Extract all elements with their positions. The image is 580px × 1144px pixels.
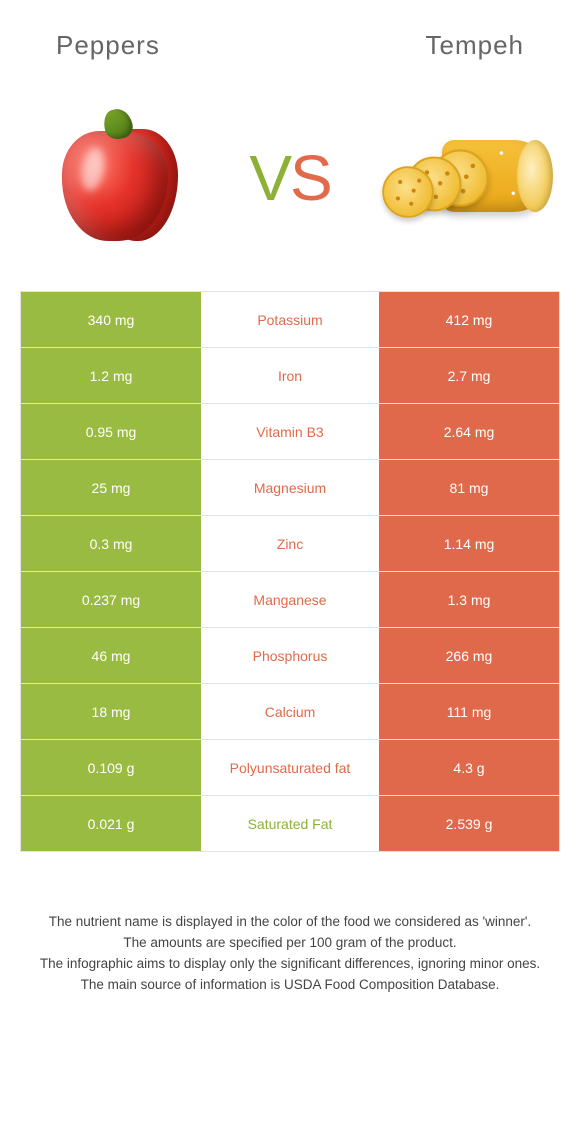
- nutrient-name: Zinc: [201, 516, 379, 571]
- vs-label: VS: [249, 141, 330, 215]
- nutrient-right-value: 2.64 mg: [379, 404, 559, 459]
- nutrient-left-value: 0.3 mg: [21, 516, 201, 571]
- nutrient-left-value: 46 mg: [21, 628, 201, 683]
- nutrient-name: Magnesium: [201, 460, 379, 515]
- nutrient-name: Manganese: [201, 572, 379, 627]
- images-row: VS: [0, 79, 580, 291]
- footer-line: The infographic aims to display only the…: [36, 954, 544, 975]
- table-row: 0.3 mgZinc1.14 mg: [21, 516, 559, 572]
- nutrient-left-value: 0.109 g: [21, 740, 201, 795]
- nutrient-right-value: 4.3 g: [379, 740, 559, 795]
- vs-s: S: [290, 142, 331, 214]
- vs-v: V: [249, 142, 290, 214]
- nutrient-left-value: 0.237 mg: [21, 572, 201, 627]
- table-row: 1.2 mgIron2.7 mg: [21, 348, 559, 404]
- footer-notes: The nutrient name is displayed in the co…: [0, 852, 580, 996]
- table-row: 25 mgMagnesium81 mg: [21, 460, 559, 516]
- nutrient-name: Phosphorus: [201, 628, 379, 683]
- nutrient-right-value: 2.7 mg: [379, 348, 559, 403]
- nutrient-right-value: 81 mg: [379, 460, 559, 515]
- nutrient-right-value: 1.3 mg: [379, 572, 559, 627]
- nutrient-table: 340 mgPotassium412 mg1.2 mgIron2.7 mg0.9…: [20, 291, 560, 852]
- nutrient-right-value: 266 mg: [379, 628, 559, 683]
- food-title-right: Tempeh: [426, 30, 525, 61]
- nutrient-left-value: 0.95 mg: [21, 404, 201, 459]
- nutrient-left-value: 0.021 g: [21, 796, 201, 851]
- table-row: 0.021 gSaturated Fat2.539 g: [21, 796, 559, 852]
- tempeh-icon: [380, 130, 550, 226]
- nutrient-name: Calcium: [201, 684, 379, 739]
- table-row: 340 mgPotassium412 mg: [21, 292, 559, 348]
- footer-line: The main source of information is USDA F…: [36, 975, 544, 996]
- nutrient-right-value: 1.14 mg: [379, 516, 559, 571]
- nutrient-left-value: 340 mg: [21, 292, 201, 347]
- nutrient-name: Iron: [201, 348, 379, 403]
- nutrient-name: Vitamin B3: [201, 404, 379, 459]
- nutrient-left-value: 18 mg: [21, 684, 201, 739]
- table-row: 0.95 mgVitamin B32.64 mg: [21, 404, 559, 460]
- footer-line: The nutrient name is displayed in the co…: [36, 912, 544, 933]
- table-row: 0.109 gPolyunsaturated fat4.3 g: [21, 740, 559, 796]
- nutrient-name: Saturated Fat: [201, 796, 379, 851]
- table-row: 0.237 mgManganese1.3 mg: [21, 572, 559, 628]
- table-row: 18 mgCalcium111 mg: [21, 684, 559, 740]
- header: Peppers Tempeh: [0, 0, 580, 79]
- food-title-left: Peppers: [56, 30, 160, 61]
- pepper-image: [30, 103, 200, 253]
- nutrient-right-value: 2.539 g: [379, 796, 559, 851]
- nutrient-left-value: 1.2 mg: [21, 348, 201, 403]
- nutrient-name: Potassium: [201, 292, 379, 347]
- tempeh-image: [380, 103, 550, 253]
- table-row: 46 mgPhosphorus266 mg: [21, 628, 559, 684]
- footer-line: The amounts are specified per 100 gram o…: [36, 933, 544, 954]
- nutrient-right-value: 111 mg: [379, 684, 559, 739]
- nutrient-left-value: 25 mg: [21, 460, 201, 515]
- pepper-icon: [56, 113, 174, 243]
- nutrient-right-value: 412 mg: [379, 292, 559, 347]
- nutrient-name: Polyunsaturated fat: [201, 740, 379, 795]
